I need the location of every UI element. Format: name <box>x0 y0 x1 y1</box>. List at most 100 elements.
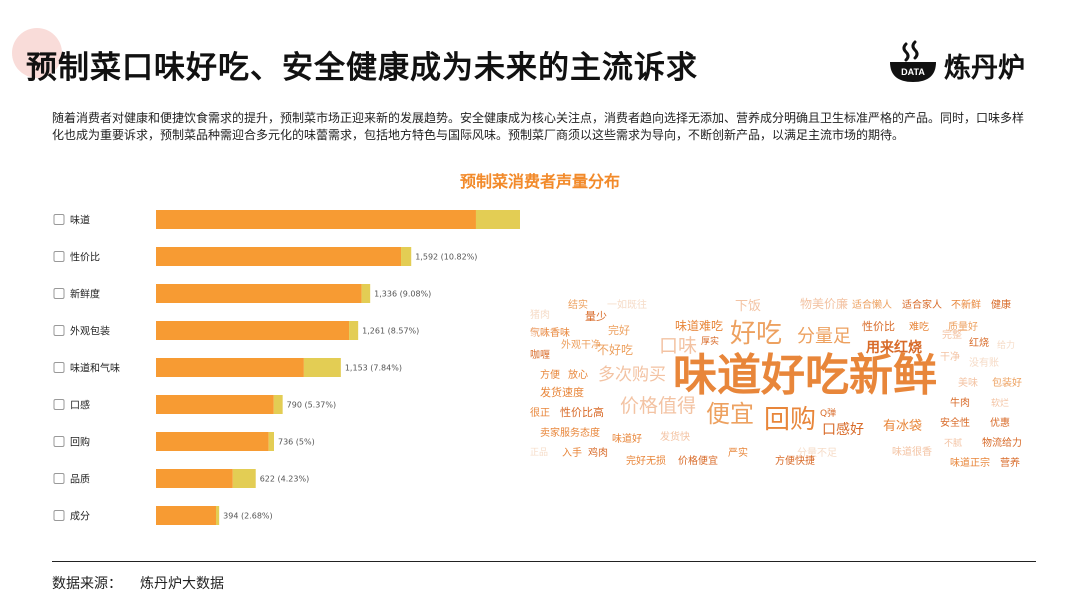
steaming-cauldron-icon: DATA <box>890 40 936 82</box>
bar-secondary-segment <box>349 321 359 340</box>
bar-secondary-segment <box>268 432 274 451</box>
bar-secondary-segment <box>475 210 520 229</box>
logo-badge-text: DATA <box>901 67 925 77</box>
word-cloud-term: 营养 <box>1000 456 1020 469</box>
category-label: 成分 <box>70 511 90 523</box>
word-cloud-term: 下饭 <box>735 299 761 314</box>
bar-primary-segment <box>156 284 362 303</box>
category-checkbox[interactable] <box>53 473 65 484</box>
word-cloud-term: 卖家服务态度 <box>540 426 600 439</box>
word-cloud-term: 性价比 <box>862 319 895 333</box>
bar-value-label: 736 (5%) <box>278 438 315 447</box>
word-cloud-term: 安全性 <box>940 416 970 429</box>
data-source: 数据来源： 炼丹炉大数据 <box>52 573 224 593</box>
title-decoration-circle <box>12 28 62 78</box>
bar-secondary-segment <box>361 284 371 303</box>
word-cloud-term: 正品 <box>530 447 548 458</box>
category-checkbox[interactable] <box>53 325 65 336</box>
category-checkbox[interactable] <box>53 214 65 225</box>
word-cloud-term: 有冰袋 <box>883 419 922 434</box>
word-cloud-term: 不好吃 <box>597 343 633 357</box>
word-cloud-term: 外观干净 <box>561 338 601 351</box>
bar-secondary-segment <box>303 358 341 377</box>
word-cloud-term: 咖喱 <box>530 349 550 361</box>
word-cloud-term: 价格值得 <box>620 395 696 417</box>
word-cloud-term: 入手 <box>562 446 582 459</box>
word-cloud-term: 不腻 <box>944 438 962 449</box>
category-label: 回购 <box>70 436 90 449</box>
category-label: 口感 <box>70 399 90 412</box>
word-cloud-term: 给力 <box>997 339 1015 351</box>
word-cloud-term: 味道很香 <box>892 445 932 458</box>
bar-value-label: 622 (4.23%) <box>260 475 309 484</box>
word-cloud-term: 发货快 <box>660 430 690 443</box>
word-cloud-term: 质量好 <box>948 321 978 333</box>
bar-value-label: 394 (2.68%) <box>223 512 272 521</box>
word-cloud-term: 厚实 <box>701 335 719 347</box>
word-cloud-term: 价格便宜 <box>678 454 718 467</box>
word-cloud-term: 难吃 <box>909 320 929 333</box>
word-cloud-term: 发货速度 <box>540 385 584 399</box>
word-cloud-term: 猪肉 <box>530 308 550 321</box>
word-cloud-term: 多次购买 <box>598 365 666 385</box>
word-cloud-term: 物流给力 <box>982 436 1022 449</box>
word-cloud-term: 味道难吃 <box>675 319 723 333</box>
word-cloud-term: Q弹 <box>820 407 836 419</box>
word-cloud-term: 完整 <box>942 328 962 341</box>
word-cloud-term: 很正 <box>530 406 550 419</box>
word-cloud-term: 口味 <box>659 335 697 357</box>
bar-primary-segment <box>156 358 304 377</box>
word-cloud-term: 不新鲜 <box>951 298 981 311</box>
bar-value-label: 1,592 (10.82%) <box>415 253 477 262</box>
category-label: 味道 <box>70 214 90 227</box>
word-cloud-term: 分量不足 <box>797 447 837 459</box>
bar-primary-segment <box>156 432 269 451</box>
bar-secondary-segment <box>273 395 283 414</box>
bar-secondary-segment <box>232 469 256 488</box>
category-label: 性价比 <box>70 251 100 264</box>
word-cloud-term: 味道好吃新鲜 <box>673 350 937 401</box>
category-checkbox[interactable] <box>53 436 65 447</box>
word-cloud-term: 完好无损 <box>626 454 666 467</box>
word-cloud-term: 量少 <box>585 310 607 323</box>
bar-value-label: 1,336 (9.08%) <box>374 290 431 299</box>
intro-paragraph: 随着消费者对健康和便捷饮食需求的提升，预制菜市场正迎来新的发展趋势。安全健康成为… <box>52 111 1025 142</box>
category-checkbox[interactable] <box>53 510 65 521</box>
word-cloud-term: 味道好 <box>612 432 642 445</box>
word-cloud-term: 没有账 <box>969 356 999 369</box>
category-checkbox[interactable] <box>53 399 65 410</box>
word-cloud-term: 红烧 <box>969 336 989 349</box>
word-cloud-term: 便宜 <box>706 400 754 428</box>
word-cloud-term: 用来红烧 <box>866 339 922 356</box>
brand-logo: DATA 炼丹炉 <box>886 40 1046 86</box>
word-cloud-term: 家人 <box>530 326 550 339</box>
bar-primary-segment <box>156 247 402 266</box>
word-cloud-term: 口感好 <box>822 421 864 438</box>
category-label: 味道和气味 <box>70 362 120 375</box>
word-cloud-term: 方便快捷 <box>775 454 815 467</box>
category-checkbox[interactable] <box>53 288 65 299</box>
bar-primary-segment <box>156 506 217 525</box>
word-cloud-term: 性价比高 <box>560 405 604 419</box>
category-label: 新鲜度 <box>70 288 100 301</box>
category-label: 品质 <box>70 474 90 486</box>
category-checkbox[interactable] <box>53 251 65 262</box>
footer-divider <box>52 561 1036 562</box>
word-cloud-term: 适合家人 <box>902 298 942 311</box>
word-cloud-term: 美味 <box>958 376 978 389</box>
word-cloud-term: 鸡肉 <box>588 446 608 459</box>
word-cloud-term: 健康 <box>991 298 1011 311</box>
data-source-value: 炼丹炉大数据 <box>140 576 224 592</box>
data-source-label: 数据来源： <box>52 576 122 592</box>
word-cloud-term: 完好 <box>608 323 630 337</box>
bar-secondary-segment <box>401 247 412 266</box>
word-cloud-term: 味道正宗 <box>950 456 990 469</box>
bar-primary-segment <box>156 395 274 414</box>
word-cloud-term: 分量足 <box>797 326 851 347</box>
word-cloud-term: 结实 <box>568 298 588 311</box>
category-checkbox[interactable] <box>53 362 65 373</box>
word-cloud-term: 一如既往 <box>607 298 647 311</box>
word-cloud-term: 严实 <box>728 446 748 459</box>
word-cloud-term: 适合懒人 <box>852 298 892 311</box>
